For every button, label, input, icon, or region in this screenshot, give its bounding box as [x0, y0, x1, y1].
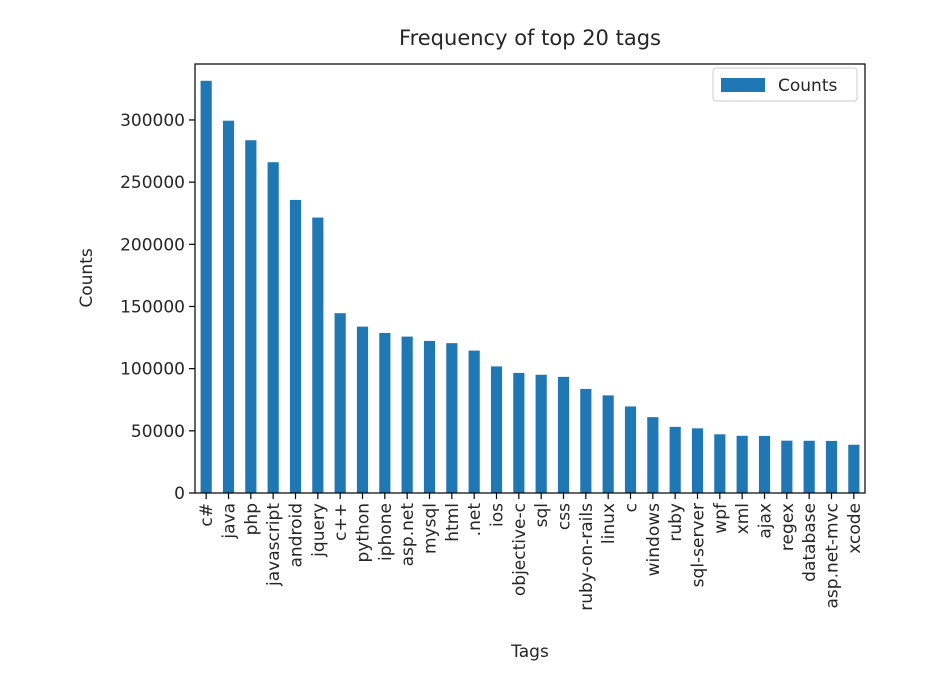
y-tick-label: 0	[174, 484, 185, 504]
x-tick-label: .net	[465, 503, 485, 537]
x-tick-label: database	[800, 503, 820, 582]
x-tick-label: xcode	[845, 503, 865, 554]
bar-android	[289, 199, 302, 493]
bar-iphone	[379, 332, 391, 493]
x-tick-label: objective-c	[510, 503, 530, 596]
legend-swatch	[721, 78, 765, 92]
legend-label: Counts	[778, 76, 837, 96]
x-tick-label: ruby-on-rails	[577, 503, 597, 611]
x-tick-label: css	[555, 503, 575, 530]
bar-html	[446, 343, 458, 493]
y-axis-ticks: 0 50000 100000 150000 200000 250000 300000	[120, 111, 195, 504]
bar-c#	[200, 80, 212, 493]
x-tick-label: ios	[488, 503, 508, 527]
x-tick-label: python	[354, 503, 374, 562]
bar-wpf	[714, 434, 726, 493]
bar-linux	[602, 395, 614, 493]
bar-ruby-on-rails	[580, 388, 592, 493]
x-tick-label: sql-server	[689, 503, 709, 587]
bar-python	[356, 326, 369, 493]
x-tick-label: jquery	[309, 503, 329, 558]
x-tick-label: ruby	[666, 503, 686, 542]
x-tick-label: php	[242, 503, 262, 535]
y-tick-label: 100000	[120, 360, 185, 380]
bar-database	[803, 440, 815, 493]
x-tick-label: linux	[599, 503, 619, 544]
x-tick-label: java	[220, 503, 240, 540]
bar-javascript	[267, 162, 279, 494]
bar-xcode	[848, 444, 860, 493]
bar-mysql	[423, 340, 436, 493]
x-tick-label: javascript	[264, 503, 284, 587]
bar-objective-c	[513, 372, 525, 493]
x-tick-label: asp.net-mvc	[823, 503, 843, 608]
x-tick-label: ajax	[756, 503, 776, 539]
bar-.net	[468, 350, 480, 493]
y-tick-label: 150000	[120, 297, 185, 317]
plot-frame	[194, 63, 866, 494]
bar-asp.net-mvc	[825, 440, 838, 493]
legend-box	[712, 67, 858, 102]
x-tick-label: xml	[733, 503, 753, 534]
bars-group	[200, 80, 860, 494]
bar-ios	[490, 366, 503, 493]
bar-c++	[334, 313, 346, 493]
y-tick-label: 250000	[120, 173, 185, 193]
x-tick-label: iphone	[376, 503, 396, 561]
legend: Counts	[712, 67, 858, 102]
bar-css	[557, 376, 570, 493]
bar-php	[245, 140, 257, 494]
x-tick-label: c++	[331, 503, 351, 541]
x-tick-label: c	[622, 503, 642, 512]
x-tick-label: regex	[778, 503, 798, 551]
bar-regex	[781, 440, 793, 493]
y-tick-label: 200000	[120, 235, 185, 255]
x-tick-label: wpf	[711, 502, 731, 534]
x-axis-label: Tags	[510, 642, 549, 662]
bar-ajax	[758, 435, 771, 493]
x-tick-label: android	[287, 503, 307, 568]
y-tick-label: 50000	[131, 422, 185, 442]
x-tick-label: c#	[197, 503, 217, 527]
x-tick-label: asp.net	[398, 503, 418, 567]
bar-asp.net	[401, 336, 413, 493]
x-tick-label: windows	[644, 503, 664, 576]
bar-sql	[535, 374, 547, 493]
bar-jquery	[312, 217, 324, 493]
bar-ruby	[669, 426, 681, 493]
bar-xml	[736, 435, 748, 493]
y-axis-label: Counts	[77, 248, 97, 307]
x-tick-label: html	[443, 503, 463, 542]
x-axis-ticks: c# java php javascript android jquery c++ pytho…	[197, 493, 865, 611]
chart-title: Frequency of top 20 tags	[399, 26, 661, 50]
x-tick-label: mysql	[421, 503, 441, 554]
x-tick-label: sql	[532, 503, 552, 527]
bar-c	[624, 406, 637, 493]
bar-sql-server	[691, 428, 704, 493]
y-tick-label: 300000	[120, 111, 185, 131]
bar-java	[222, 120, 235, 493]
bar-windows	[647, 417, 659, 493]
